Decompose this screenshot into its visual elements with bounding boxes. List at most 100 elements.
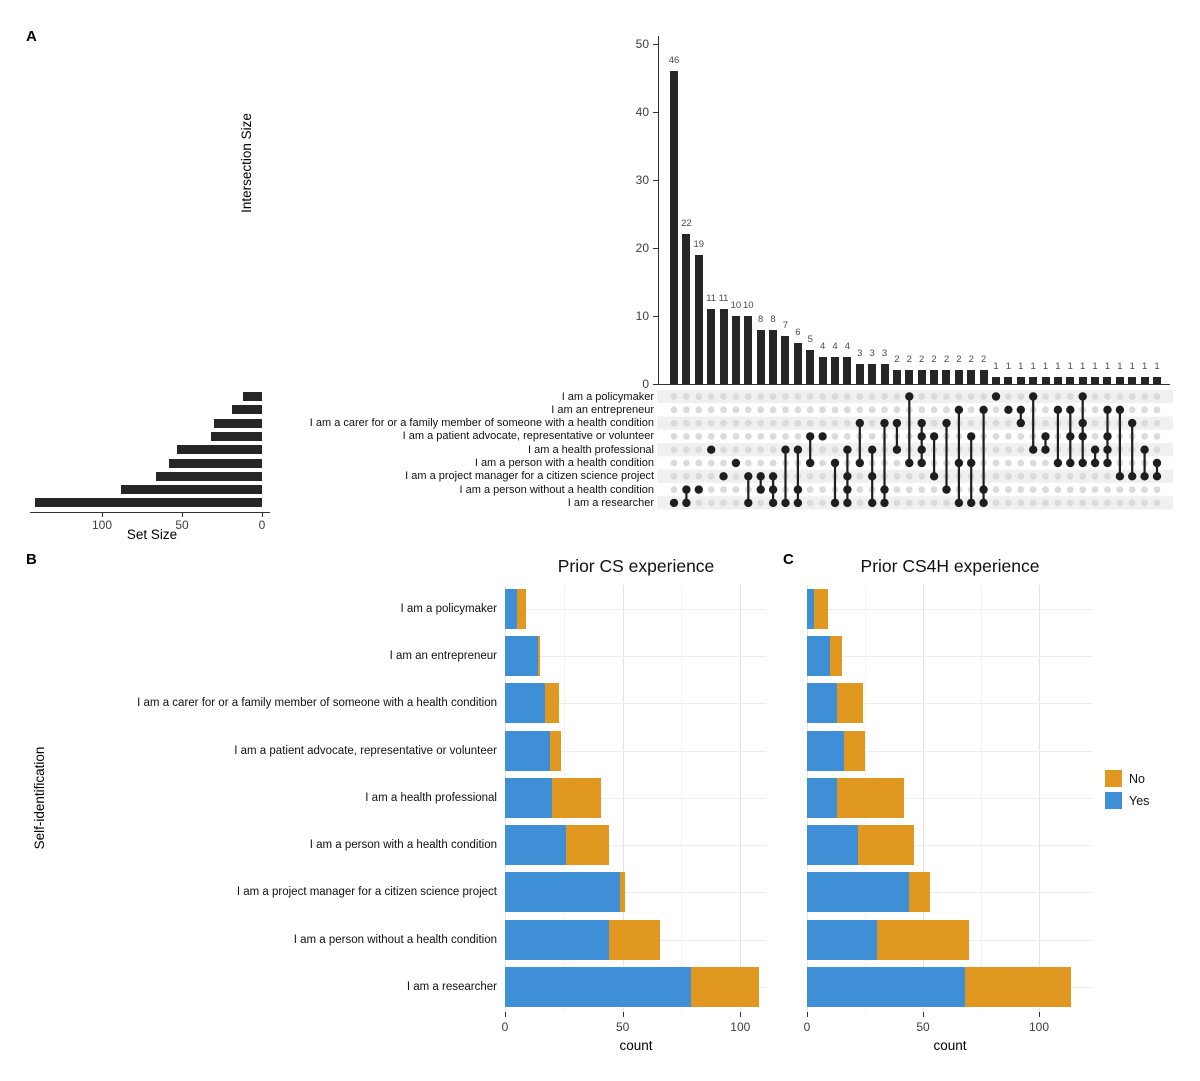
matrix-dot-active xyxy=(942,485,951,494)
matrix-dot-inactive xyxy=(1091,406,1099,414)
intersection-bar xyxy=(880,363,889,384)
cs4h-bar-no xyxy=(964,967,1072,1008)
intersection-bar xyxy=(1029,377,1038,384)
set-size-tick-label: 50 xyxy=(175,518,189,532)
matrix-dot-active xyxy=(756,472,765,481)
matrix-dot-active xyxy=(892,418,902,428)
set-size-bar xyxy=(121,485,262,495)
legend: No Yes xyxy=(1105,770,1149,809)
intersection-bar xyxy=(868,363,877,384)
legend-item-no: No xyxy=(1105,770,1149,787)
matrix-dot-active xyxy=(979,498,988,508)
intersection-bar xyxy=(942,370,951,384)
cs-bar-no xyxy=(552,777,602,818)
matrix-dot-active xyxy=(1029,445,1038,454)
cs4h-bar-no xyxy=(909,872,930,913)
set-size-axis xyxy=(30,512,270,513)
matrix-row-label: I am a patient advocate, representative … xyxy=(402,430,654,443)
matrix-dot-active xyxy=(744,498,753,508)
matrix-dot-inactive xyxy=(1017,499,1025,507)
matrix-dot-inactive xyxy=(707,459,715,467)
matrix-dot-active xyxy=(954,498,964,508)
matrix-dot-active xyxy=(868,498,877,508)
cs4h-x-tick-label: 0 xyxy=(803,1020,811,1034)
matrix-dot-active xyxy=(781,498,790,508)
cs4h-gridline-h xyxy=(807,655,1092,657)
intersection-bar xyxy=(843,356,852,384)
matrix-dot-inactive xyxy=(1005,419,1012,427)
cs-bar-yes xyxy=(505,635,538,676)
self-identification-axis-label: Self-identification xyxy=(32,746,47,850)
matrix-dot-inactive xyxy=(670,406,678,414)
matrix-dot-active xyxy=(1029,392,1038,401)
intersection-bar xyxy=(806,350,815,384)
cs4h-gridline-h xyxy=(807,797,1092,799)
intersection-bar xyxy=(1078,377,1087,384)
matrix-dot-inactive xyxy=(683,459,690,467)
matrix-dot-inactive xyxy=(1042,406,1049,414)
intersection-bar-value: 6 xyxy=(795,327,801,339)
intersection-bar xyxy=(930,370,939,384)
matrix-dot-inactive xyxy=(819,393,826,400)
cs4h-gridline-h xyxy=(807,703,1092,705)
matrix-dot-inactive xyxy=(695,406,703,414)
cs4h-x-tick-label: 50 xyxy=(916,1020,930,1034)
cs-bar-no xyxy=(545,683,560,724)
intersection-bar xyxy=(1004,377,1013,384)
matrix-dot-inactive xyxy=(831,419,839,427)
matrix-dot-inactive xyxy=(844,433,851,440)
intersection-bar xyxy=(1066,377,1075,384)
matrix-dot-inactive xyxy=(967,406,975,414)
matrix-dot-inactive xyxy=(819,446,826,454)
matrix-dot-inactive xyxy=(992,459,1000,467)
intersection-bar xyxy=(1041,377,1050,384)
matrix-dot-active xyxy=(1140,445,1149,454)
matrix-dot-inactive xyxy=(831,433,839,440)
matrix-dot-inactive xyxy=(670,419,678,427)
matrix-dot-inactive xyxy=(1079,486,1087,493)
intersection-bar xyxy=(917,370,926,384)
matrix-dot-active xyxy=(1103,405,1112,414)
matrix-row-label: I am a project manager for a citizen sci… xyxy=(405,470,654,483)
matrix-dot-inactive xyxy=(992,433,1000,440)
matrix-dot-inactive xyxy=(720,446,727,454)
cs4h-bar-no xyxy=(844,730,865,771)
intersection-size-axis-label: Intersection Size xyxy=(239,113,254,213)
matrix-dot-active xyxy=(1103,432,1112,441)
intersection-bar-value: 8 xyxy=(770,313,776,325)
matrix-dot-inactive xyxy=(893,472,901,480)
intersection-bar-value: 1 xyxy=(1154,361,1160,373)
matrix-dot-inactive xyxy=(992,486,1000,493)
matrix-dot-active xyxy=(868,445,877,454)
intersection-bar xyxy=(756,329,765,384)
matrix-dot-inactive xyxy=(695,419,703,427)
intersection-bar-value: 1 xyxy=(1030,361,1036,373)
matrix-dot-active xyxy=(1053,405,1063,414)
matrix-dot-inactive xyxy=(893,486,901,493)
matrix-dot-inactive xyxy=(744,393,752,400)
matrix-dot-inactive xyxy=(1066,393,1074,400)
matrix-dot-inactive xyxy=(856,499,864,507)
matrix-row-label: I am an entrepreneur xyxy=(551,403,654,416)
matrix-dot-active xyxy=(744,472,753,481)
panel-c-label: C xyxy=(783,551,794,568)
matrix-dot-active xyxy=(1041,445,1050,454)
matrix-dot-inactive xyxy=(905,486,913,493)
intersection-y-axis xyxy=(658,36,659,384)
matrix-dot-active xyxy=(694,485,703,494)
matrix-dot-inactive xyxy=(844,406,851,414)
matrix-dot-inactive xyxy=(757,499,765,507)
set-size-tick-mark xyxy=(182,513,183,517)
intersection-bar xyxy=(831,356,839,384)
matrix-dot-inactive xyxy=(1042,459,1049,467)
matrix-dot-active xyxy=(917,445,926,454)
intersection-y-tick-label: 40 xyxy=(635,105,649,119)
matrix-dot-active xyxy=(1066,458,1075,468)
matrix-dot-inactive xyxy=(720,499,727,507)
matrix-dot-inactive xyxy=(868,419,876,427)
prior-cs4h-title: Prior CS4H experience xyxy=(860,556,1040,576)
matrix-dot-inactive xyxy=(1116,393,1124,400)
intersection-bar-value: 4 xyxy=(844,340,851,352)
matrix-dot-active xyxy=(806,458,815,468)
intersection-bar-value: 1 xyxy=(1092,361,1098,373)
